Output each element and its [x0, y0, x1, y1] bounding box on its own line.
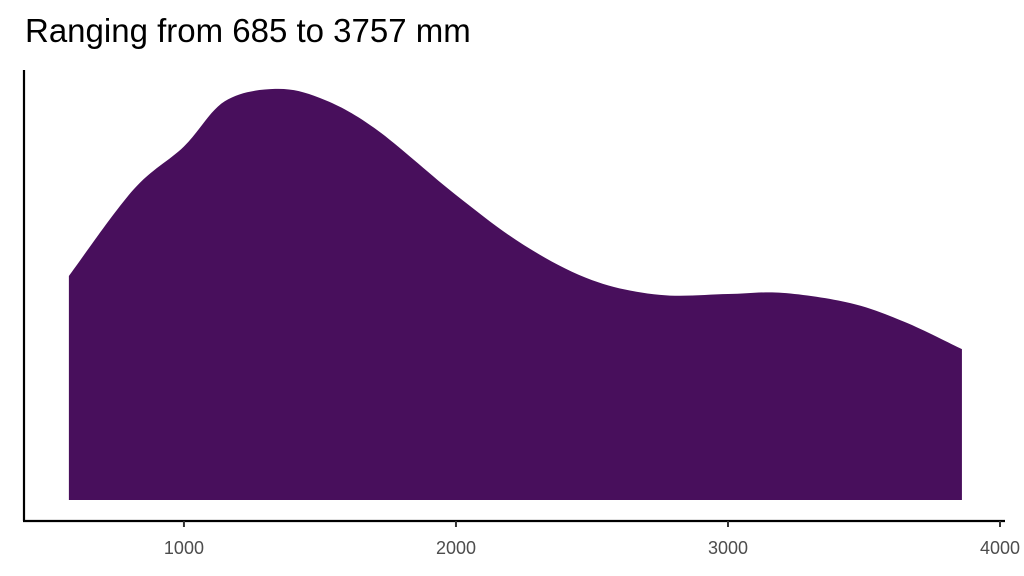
x-tick-label: 1000 [164, 538, 204, 558]
chart-title: Ranging from 685 to 3757 mm [25, 12, 471, 49]
density-area [68, 88, 962, 501]
x-tick-label: 2000 [436, 538, 476, 558]
x-tick-label: 4000 [980, 538, 1020, 558]
x-tick-label: 3000 [708, 538, 748, 558]
